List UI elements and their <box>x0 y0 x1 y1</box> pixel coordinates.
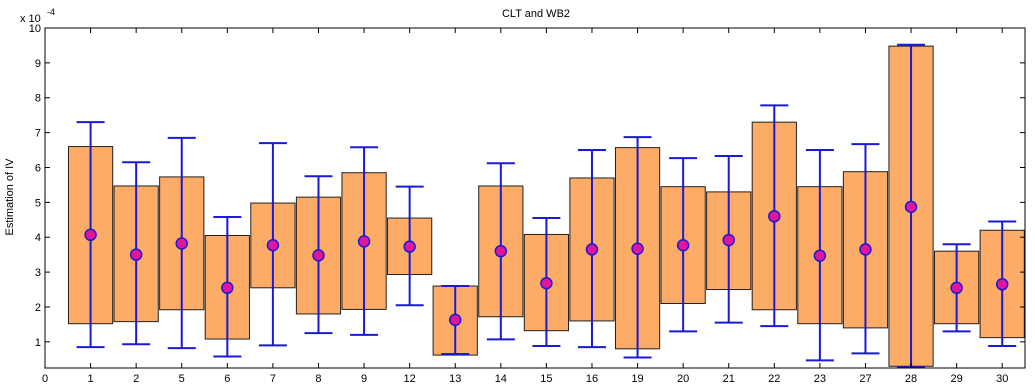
center-marker <box>904 200 918 214</box>
x-tick-label: 23 <box>814 373 826 385</box>
x-tick-label: 5 <box>179 373 185 385</box>
center-marker <box>494 244 508 258</box>
box-group-27 <box>842 143 889 355</box>
box-group-1 <box>67 121 114 349</box>
x-tick-label: 9 <box>361 373 367 385</box>
center-marker <box>631 242 644 255</box>
center-marker <box>84 228 97 242</box>
chart-title: CLT and WB2 <box>502 8 570 20</box>
axes-frame <box>44 27 1026 369</box>
center-marker <box>129 248 143 261</box>
box-group-13 <box>432 285 478 356</box>
center-marker <box>357 235 371 248</box>
box-group-21 <box>706 154 752 324</box>
x-tick-label: 16 <box>586 373 598 385</box>
x-tick-label: 20 <box>677 373 689 385</box>
box-group-29 <box>934 243 980 333</box>
center-marker <box>221 281 234 295</box>
x-tick-label: 22 <box>768 373 780 385</box>
x-tick-label: 12 <box>404 373 416 385</box>
y-tick-label: 1 <box>35 337 41 349</box>
y-ticks: 1 2 3 4 5 6 7 8 9 10 <box>29 23 1025 349</box>
x-tick-label: 1 <box>88 373 94 385</box>
box-group-2 <box>113 161 159 346</box>
center-marker <box>585 243 599 256</box>
center-marker <box>722 233 735 247</box>
x-tick-label: 28 <box>905 373 917 385</box>
x-tick-label: 29 <box>951 373 963 385</box>
center-marker <box>540 277 553 290</box>
y-axis-label: Estimation of IV <box>4 158 16 236</box>
center-marker <box>859 243 872 256</box>
center-marker <box>312 249 325 262</box>
y-tick-label: 4 <box>35 232 41 244</box>
x-tick-label: 21 <box>723 373 735 385</box>
y-tick-label: 2 <box>35 302 41 314</box>
box-group-7 <box>250 142 296 347</box>
center-marker <box>950 281 963 295</box>
box-group-19 <box>614 136 661 359</box>
y-tick-label: 10 <box>29 23 41 35</box>
y-tick-label: 7 <box>35 128 41 140</box>
y-tick-label: 3 <box>35 267 41 279</box>
y-tick-label: 5 <box>35 197 41 209</box>
box-group-22 <box>751 104 797 328</box>
x-tick-label: 19 <box>631 373 643 385</box>
center-marker <box>813 249 827 262</box>
box-group-12 <box>387 185 433 307</box>
box-group-23 <box>797 149 843 362</box>
center-marker <box>403 240 416 253</box>
center-marker <box>448 313 462 327</box>
y-scale-base: x 10 <box>20 13 41 25</box>
box-group-6 <box>204 216 250 358</box>
box-group-8 <box>295 175 342 335</box>
box-group-30 <box>979 220 1025 348</box>
x-tick-label: 13 <box>449 373 461 385</box>
y-scale-factor: x 10 -4 <box>20 7 55 25</box>
x-tick-label: 27 <box>859 373 871 385</box>
box-group-5 <box>159 136 205 350</box>
box-group-9 <box>341 146 387 336</box>
center-marker <box>995 278 1009 291</box>
x-tick-label: 8 <box>315 373 321 385</box>
plot-area <box>67 43 1025 369</box>
x-tick-label: 14 <box>495 373 507 385</box>
axes <box>44 27 1026 369</box>
y-tick-label: 9 <box>35 58 41 70</box>
x-tick-label: 15 <box>540 373 552 385</box>
x-tick-label: 2 <box>133 373 139 385</box>
x-tick-label: 7 <box>270 373 276 385</box>
x-tick-label: 30 <box>996 373 1008 385</box>
box-group-14 <box>478 162 524 341</box>
x-tick-label: 0 <box>42 373 48 385</box>
box-group-20 <box>660 157 706 333</box>
center-marker <box>676 239 690 252</box>
center-marker <box>175 237 188 250</box>
y-tick-label: 8 <box>35 93 41 105</box>
box-group-16 <box>569 149 615 349</box>
box-group-15 <box>523 217 570 348</box>
y-tick-label: 6 <box>35 162 41 174</box>
y-scale-exponent: -4 <box>47 7 55 17</box>
box-group-28 <box>888 43 934 369</box>
center-marker <box>266 239 280 252</box>
center-marker <box>768 210 781 223</box>
x-ticks: 0 1 2 5 6 7 8 9 12 13 14 15 16 19 20 21 22 23 27 28 29 30 <box>42 28 1008 385</box>
x-tick-label: 6 <box>224 373 230 385</box>
